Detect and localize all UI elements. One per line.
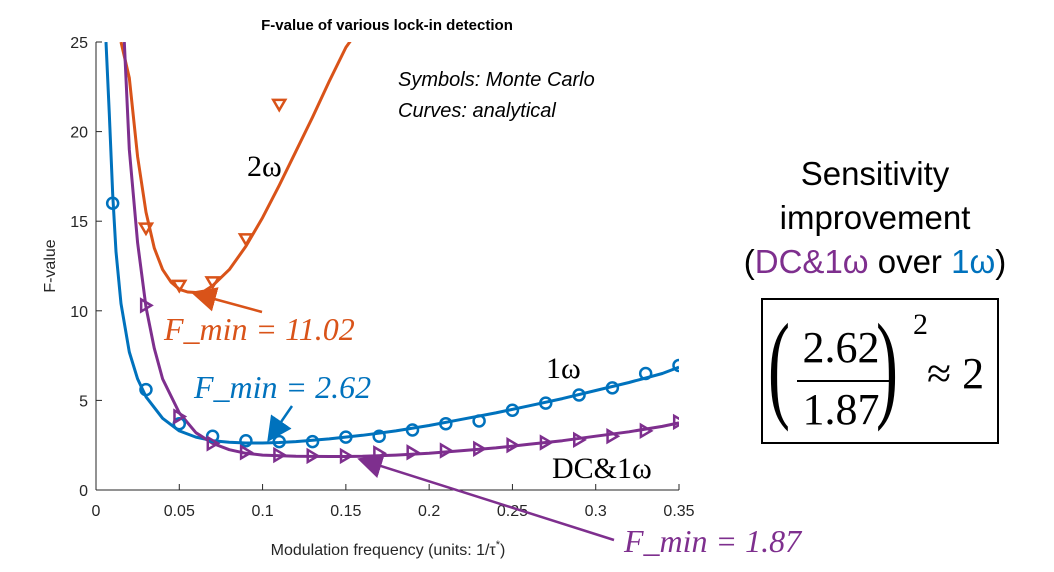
series-point-0 [204,276,221,290]
chart-title: F-value of various lock-in detection [261,17,513,34]
series-point-2 [173,408,188,425]
y-tick-label: 20 [70,125,88,142]
series-line-2 [122,42,679,458]
series-point-0 [171,279,188,294]
x-axis-label: Modulation frequency (units: 1/τ*) [271,539,506,559]
close-paren: ) [995,243,1007,280]
series-point-0 [271,98,288,113]
series-point-2 [539,434,554,451]
y-tick-label: 0 [79,483,88,500]
series-point-1 [538,396,553,410]
series-point-1 [405,423,420,437]
series-point-1 [505,403,520,418]
ratio-formula-box: ( 2.62 1.87 ) 2 ≈ 2 [761,298,999,444]
ratio-exponent: 2 [913,308,928,341]
series-point-2 [306,447,321,465]
series-point-0 [237,233,255,247]
y-axis-label: F-value [42,239,59,292]
y-tick-label: 10 [70,304,88,321]
series-point-1 [139,382,153,397]
x-tick-label: 0.15 [330,503,361,520]
series-point-2 [439,442,454,459]
series-point-1 [472,414,486,428]
x-tick-label: 0.3 [585,503,607,520]
right-paren: ) [875,299,898,432]
dc1w-term: DC&1ω [754,243,869,280]
x-tick-label: 0.1 [251,503,273,520]
series-point-1 [305,434,320,449]
w1-term: 1ω [951,243,996,280]
ratio-fraction-bar [797,380,889,382]
left-paren: ( [767,299,790,432]
x-tick-label: 0.2 [418,503,440,520]
series-point-2 [606,428,621,445]
arrow-2w-min [191,287,263,314]
series-point-2 [339,447,354,465]
series-point-2 [239,444,254,461]
x-tick-label: 0.25 [497,503,528,520]
series-point-0 [137,222,155,237]
series-point-2 [473,440,487,457]
series-point-1 [439,416,453,431]
series-point-2 [573,431,587,449]
x-tick-label: 0.05 [164,503,195,520]
series-point-1 [105,196,120,211]
arrow-1w-min [267,405,294,443]
label-2w: 2ω [247,150,282,183]
fmin-1w-label: F_min = 2.62 [193,369,371,405]
arrow-dc1w-min [357,454,615,542]
series-point-1 [605,381,620,395]
annotation-curves: Curves: analytical [398,100,556,122]
series-point-1 [572,388,586,402]
ratio-denominator: 1.87 [802,385,880,434]
sensitivity-subtitle: (DC&1ω over 1ω) [712,240,1038,284]
label-dc1w: DC&1ω [552,452,652,485]
over-word: over [868,243,952,280]
series-point-1 [339,430,353,444]
label-1w: 1ω [546,352,581,385]
sensitivity-title-line1: Sensitivity [800,155,950,192]
series-point-2 [139,297,154,314]
fmin-dc1w-label: F_min = 1.87 [623,523,803,559]
series-line-0 [119,42,352,294]
y-tick-label: 25 [70,35,88,52]
series-point-2 [373,445,388,462]
series-point-2 [273,446,288,464]
series-markers [105,98,679,465]
series-point-2 [406,444,421,461]
sensitivity-panel: Sensitivity improvement (DC&1ω over 1ω) [712,152,1038,284]
sensitivity-title-line2: improvement [779,199,971,236]
series-line-1 [104,42,679,445]
series-point-2 [206,435,221,452]
x-tick-label: 0 [92,503,101,520]
series-point-2 [639,422,654,440]
fmin-2w-label: F_min = 11.02 [163,311,355,347]
series-point-1 [638,366,653,381]
series-point-1 [372,429,386,443]
series-point-2 [672,413,679,431]
series-point-1 [239,433,253,448]
y-tick-label: 5 [79,393,88,410]
ratio-approx: ≈ 2 [927,349,985,398]
open-paren: ( [743,243,755,280]
annotation-symbols: Symbols: Monte Carlo [398,69,595,91]
plot-axes: 0 0.05 0.1 0.15 0.2 0.25 0.3 0.35 0 5 10 15 20 25 [70,35,694,520]
series-point-1 [672,358,679,373]
ratio-numerator: 2.62 [802,323,880,372]
series-point-2 [506,437,521,454]
x-tick-label: 0.35 [663,503,694,520]
y-tick-label: 15 [70,214,88,231]
